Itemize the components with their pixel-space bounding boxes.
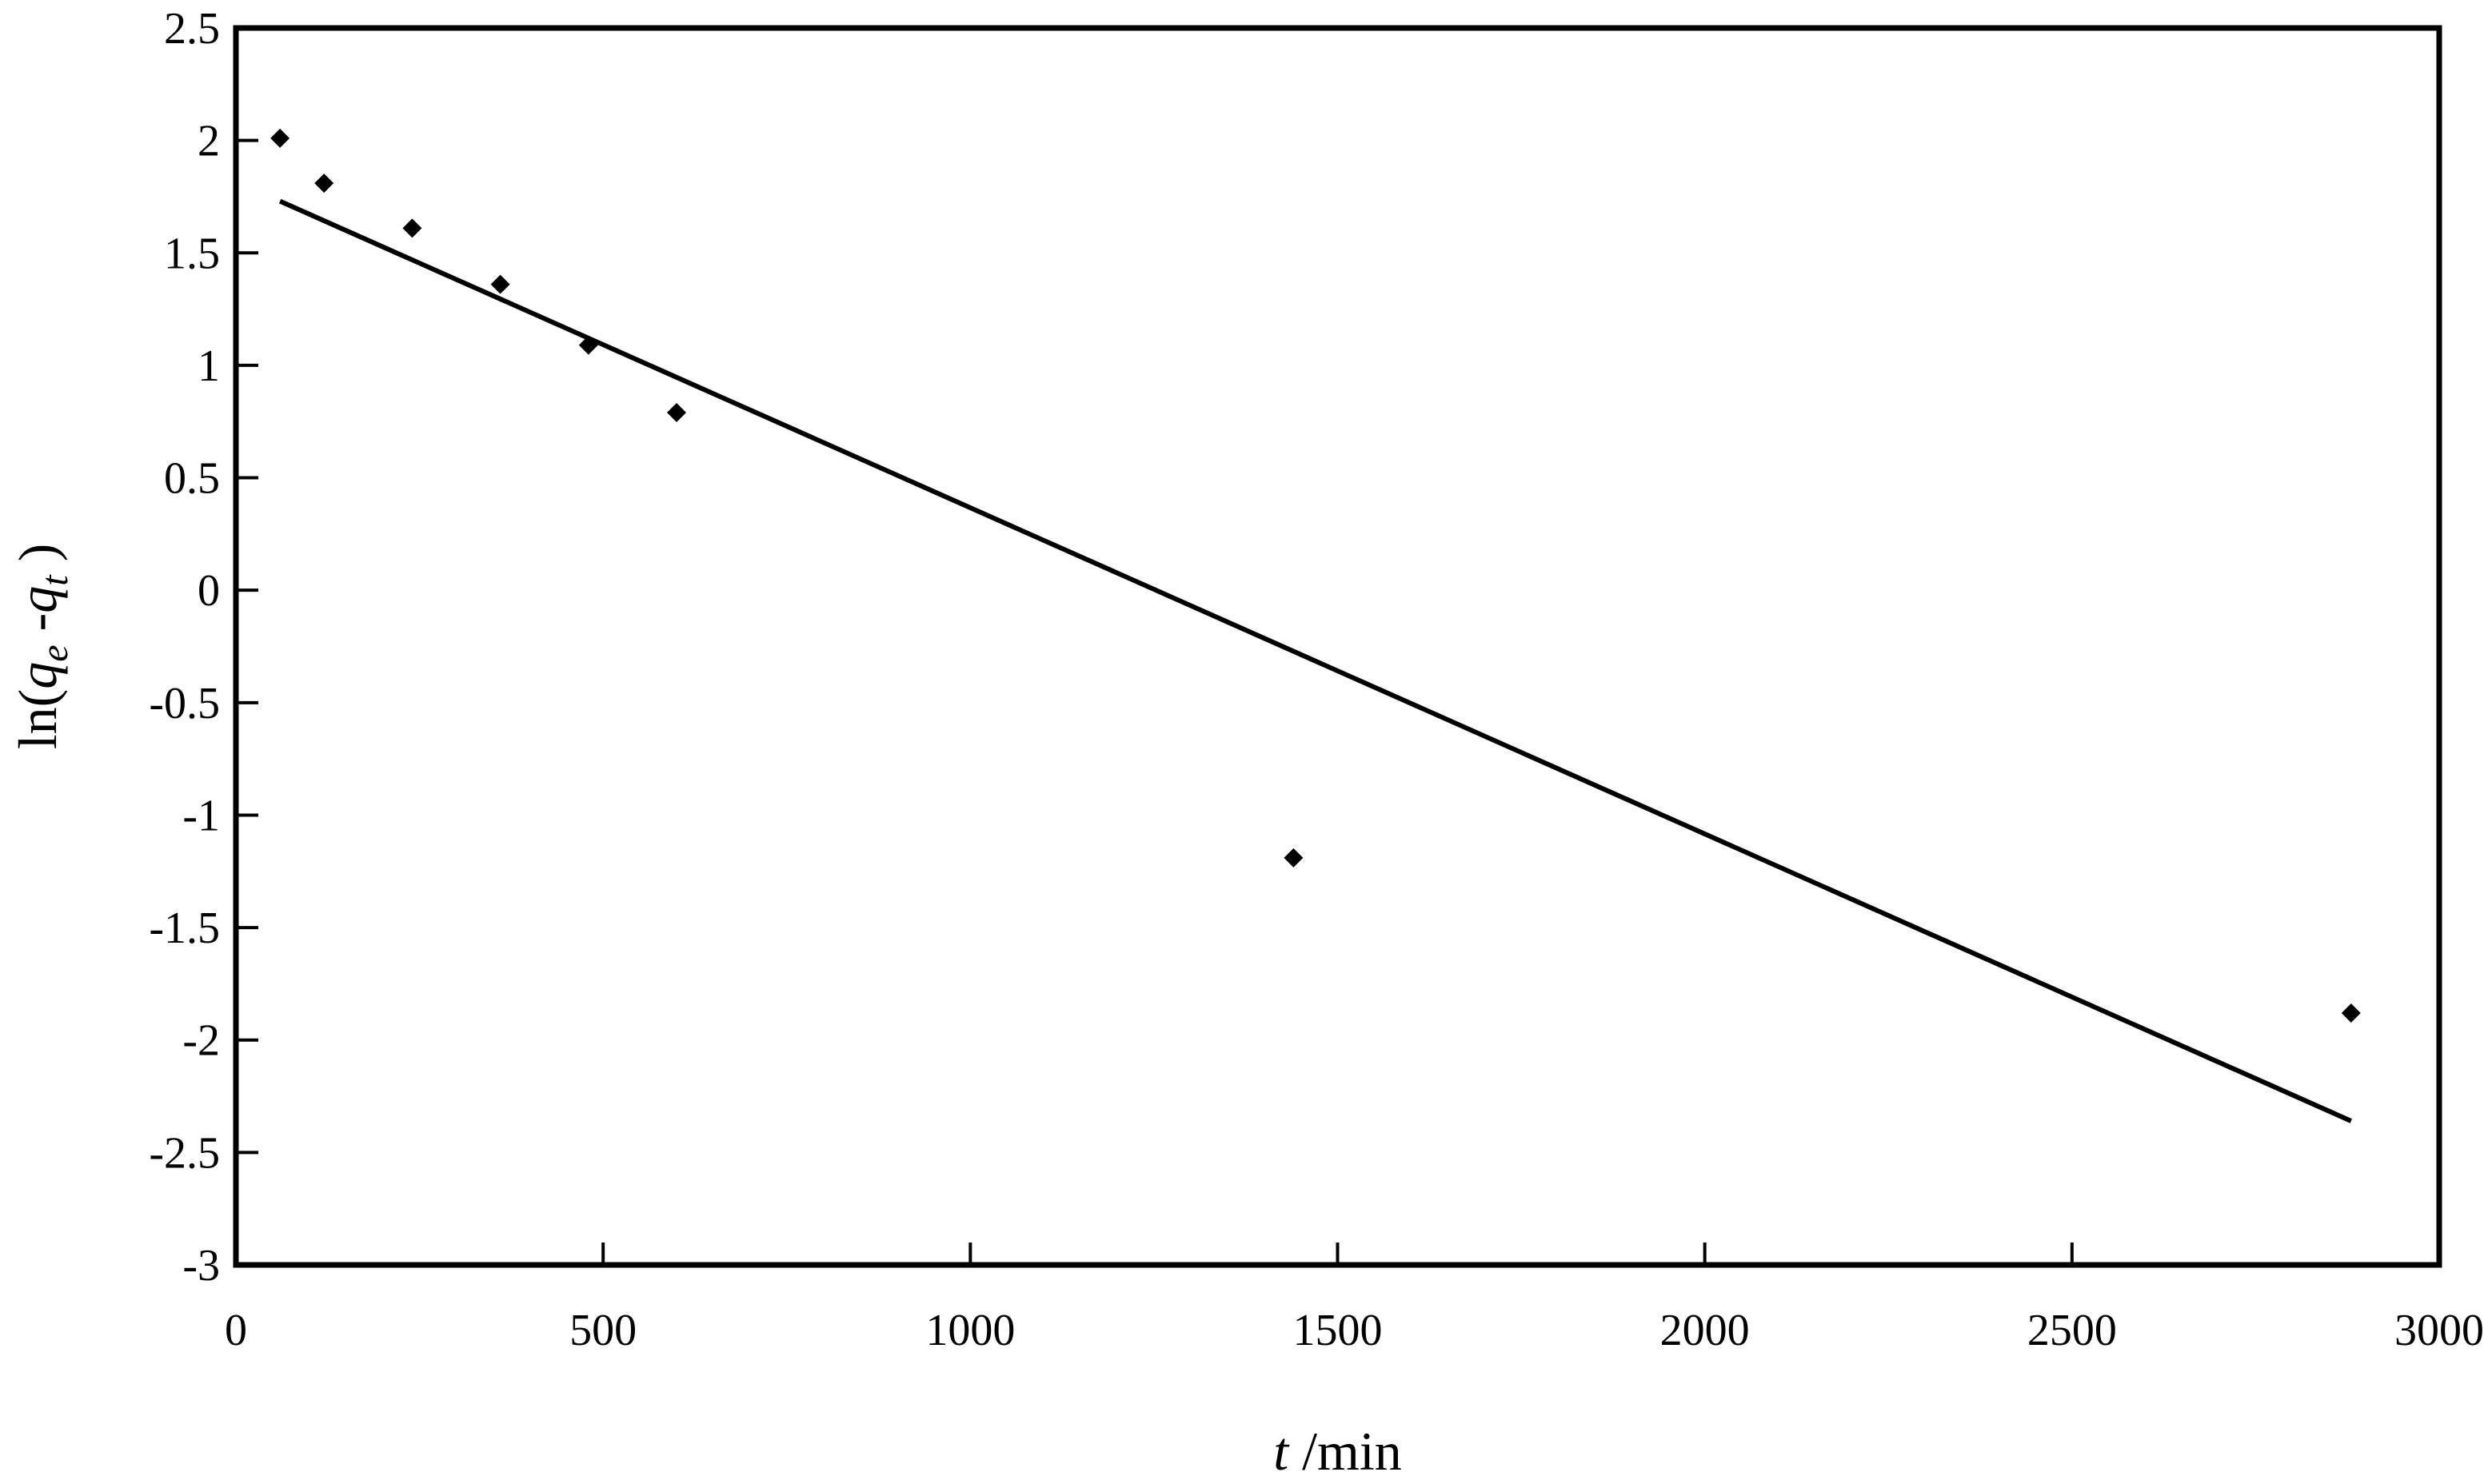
data-point	[314, 174, 334, 193]
x-tick-label: 2500	[2027, 1306, 2117, 1355]
y-tick-label: 0	[198, 566, 220, 616]
x-tick-label: 500	[569, 1306, 637, 1355]
x-tick-label: 2000	[1660, 1306, 1750, 1355]
y-axis-sub2: t	[34, 574, 76, 586]
x-tick-label: 1000	[925, 1306, 1015, 1355]
data-point	[578, 335, 598, 355]
data-point	[270, 128, 290, 148]
y-tick-label: -2.5	[149, 1128, 220, 1178]
y-axis-q1: q	[7, 662, 68, 689]
y-axis-prefix: ln(	[7, 689, 68, 750]
y-axis-q2: q	[7, 586, 68, 613]
y-tick-label: -2	[182, 1016, 220, 1066]
y-tick-label: 1.5	[164, 229, 220, 278]
y-tick-label: 1	[198, 341, 220, 391]
y-axis-sub1: e	[34, 644, 76, 661]
y-tick-label: 2	[198, 117, 220, 166]
y-tick-label: 0.5	[164, 454, 220, 504]
y-axis-minus: -	[7, 613, 68, 645]
y-tick-label: -0.5	[149, 679, 220, 728]
y-axis-suffix: )	[7, 544, 68, 576]
x-axis-title: t /min	[1273, 1421, 1402, 1480]
y-tick-label: -1.5	[149, 904, 220, 953]
y-tick-label: 2.5	[164, 4, 220, 54]
plot-area-frame	[233, 25, 2442, 1268]
data-point	[2341, 1003, 2361, 1023]
x-tick-label: 1500	[1293, 1306, 1383, 1355]
data-point	[667, 402, 686, 422]
data-points-layer	[270, 128, 2361, 1023]
x-axis-unit: /min	[1288, 1421, 1402, 1480]
x-tick-label: 3000	[2394, 1306, 2484, 1355]
y-axis-title-group: ln(qe -qt )	[7, 544, 76, 750]
ticks-layer: 0 500 1000 1500 2000 2500 3000 2.5 2 1.5 1 0.5 0 -0.5…	[149, 4, 2484, 1355]
data-point	[402, 218, 422, 238]
y-tick-label: -3	[182, 1241, 220, 1291]
fit-line-layer	[278, 198, 2353, 1123]
x-tick-label: 0	[225, 1306, 247, 1355]
data-point	[490, 274, 510, 294]
y-axis-title: ln(qe -qt )	[7, 544, 76, 750]
data-point	[1284, 848, 1304, 868]
fit-line	[278, 198, 2353, 1123]
x-axis-variable: t	[1273, 1421, 1290, 1480]
y-tick-label: -1	[182, 791, 220, 840]
